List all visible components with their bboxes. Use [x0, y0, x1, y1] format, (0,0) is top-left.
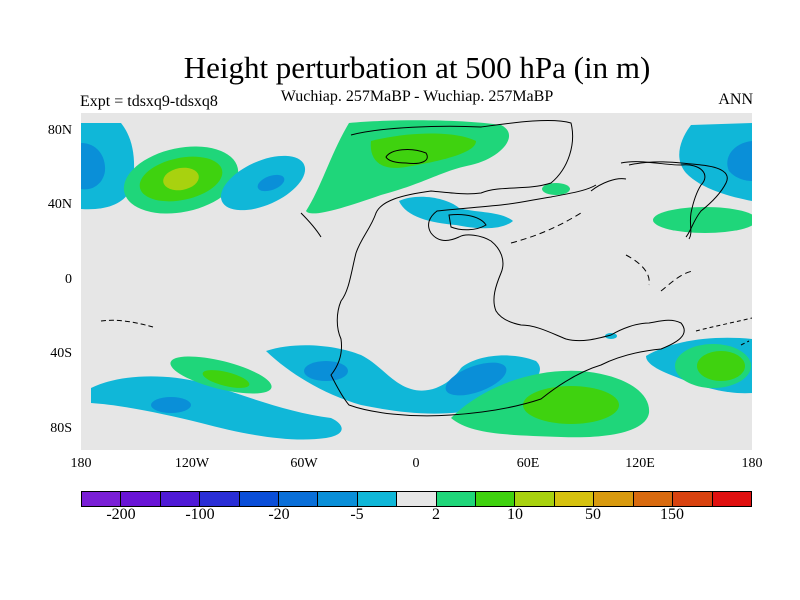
contour-band-s-blue-core-e — [445, 362, 507, 396]
colorbar-box — [200, 492, 240, 506]
colorbar-label: -20 — [268, 506, 290, 523]
colorbar-box — [673, 492, 713, 506]
contour-band-s-blue-core-w — [304, 361, 348, 381]
contour-blob-nw-blue-core — [81, 143, 106, 190]
colorbar-label: -100 — [185, 506, 215, 523]
lon-tick-120e: 120E — [625, 456, 655, 471]
colorbar-box — [515, 492, 555, 506]
colorbar-label: 50 — [585, 506, 601, 523]
colorbar-box — [318, 492, 358, 506]
pangea-coastline — [330, 119, 685, 417]
lon-tick-180e: 180 — [741, 456, 763, 471]
colorbar-box — [121, 492, 161, 506]
contour-blob-tethys-blue — [399, 196, 513, 229]
colorbar-label: -200 — [106, 506, 136, 523]
island-cimmeria — [300, 212, 487, 238]
colorbar-box — [436, 492, 477, 506]
colorbar-box — [160, 492, 201, 506]
colorbar-box — [712, 492, 751, 506]
contour-blob-n-green-core — [163, 167, 199, 191]
contour-blob-se-green-core — [523, 386, 619, 424]
colorbar-box — [357, 492, 398, 506]
map-panel — [81, 113, 757, 450]
colorbar-box — [397, 492, 437, 506]
island-arc-southeast — [695, 317, 753, 346]
lat-tick-40n: 40N — [47, 197, 72, 212]
pangea-east-coast — [590, 161, 706, 240]
contour-blob-n-blue-core — [257, 174, 285, 192]
contour-map — [81, 113, 757, 450]
island-arc-east — [510, 212, 694, 292]
lat-tick-80n: 80N — [47, 123, 72, 138]
colorbar-box — [594, 492, 634, 506]
colorbar-box — [239, 492, 280, 506]
lon-tick-0: 0 — [412, 456, 420, 471]
colorbar — [81, 491, 752, 507]
contour-blob-sw-green-core — [202, 370, 250, 388]
colorbar-label: 10 — [507, 506, 523, 523]
colorbar-box — [476, 492, 516, 506]
colorbar-label: -5 — [350, 506, 364, 523]
contour-band-sw-blue-core — [151, 397, 191, 413]
contour-blob-ne-blue-core — [727, 141, 752, 181]
colorbar-box — [279, 492, 319, 506]
colorbar-box — [82, 492, 122, 506]
pangea-inner-sea — [385, 149, 428, 164]
map-subtitle: Wuchiap. 257MaBP - Wuchiap. 257MaBP — [280, 88, 554, 105]
contour-band-sw-blue — [91, 376, 342, 440]
colorbar-box — [633, 492, 674, 506]
contour-blob-small-blue — [605, 333, 617, 339]
lon-tick-60e: 60E — [516, 456, 540, 471]
map-title: Height perturbation at 500 hPa (in m) — [183, 50, 651, 85]
ne-landmass — [628, 161, 728, 238]
contour-blob-ne-green — [653, 207, 757, 233]
contour-blob-se-right-green-core — [697, 351, 745, 381]
contour-blob-ne-blue — [679, 123, 752, 201]
lon-tick-180w: 180 — [70, 456, 92, 471]
island-arc-west — [100, 319, 154, 328]
colorbar-label: 2 — [432, 506, 440, 523]
contour-blob-nw-blue — [81, 123, 135, 210]
lon-tick-120w: 120W — [174, 456, 210, 471]
colorbar-box — [554, 492, 595, 506]
colorbar-label: 150 — [660, 506, 684, 523]
contour-blob-n-pangea-green-core — [370, 133, 476, 168]
season-label: ANN — [718, 91, 753, 108]
lat-tick-80s: 80S — [50, 421, 72, 436]
lat-tick-0: 0 — [65, 272, 72, 287]
lon-tick-60w: 60W — [290, 456, 318, 471]
experiment-label: Expt = tdsxq9-tdsxq8 — [80, 93, 218, 110]
contour-blob-small-green — [542, 183, 570, 195]
lat-tick-40s: 40S — [50, 346, 72, 361]
